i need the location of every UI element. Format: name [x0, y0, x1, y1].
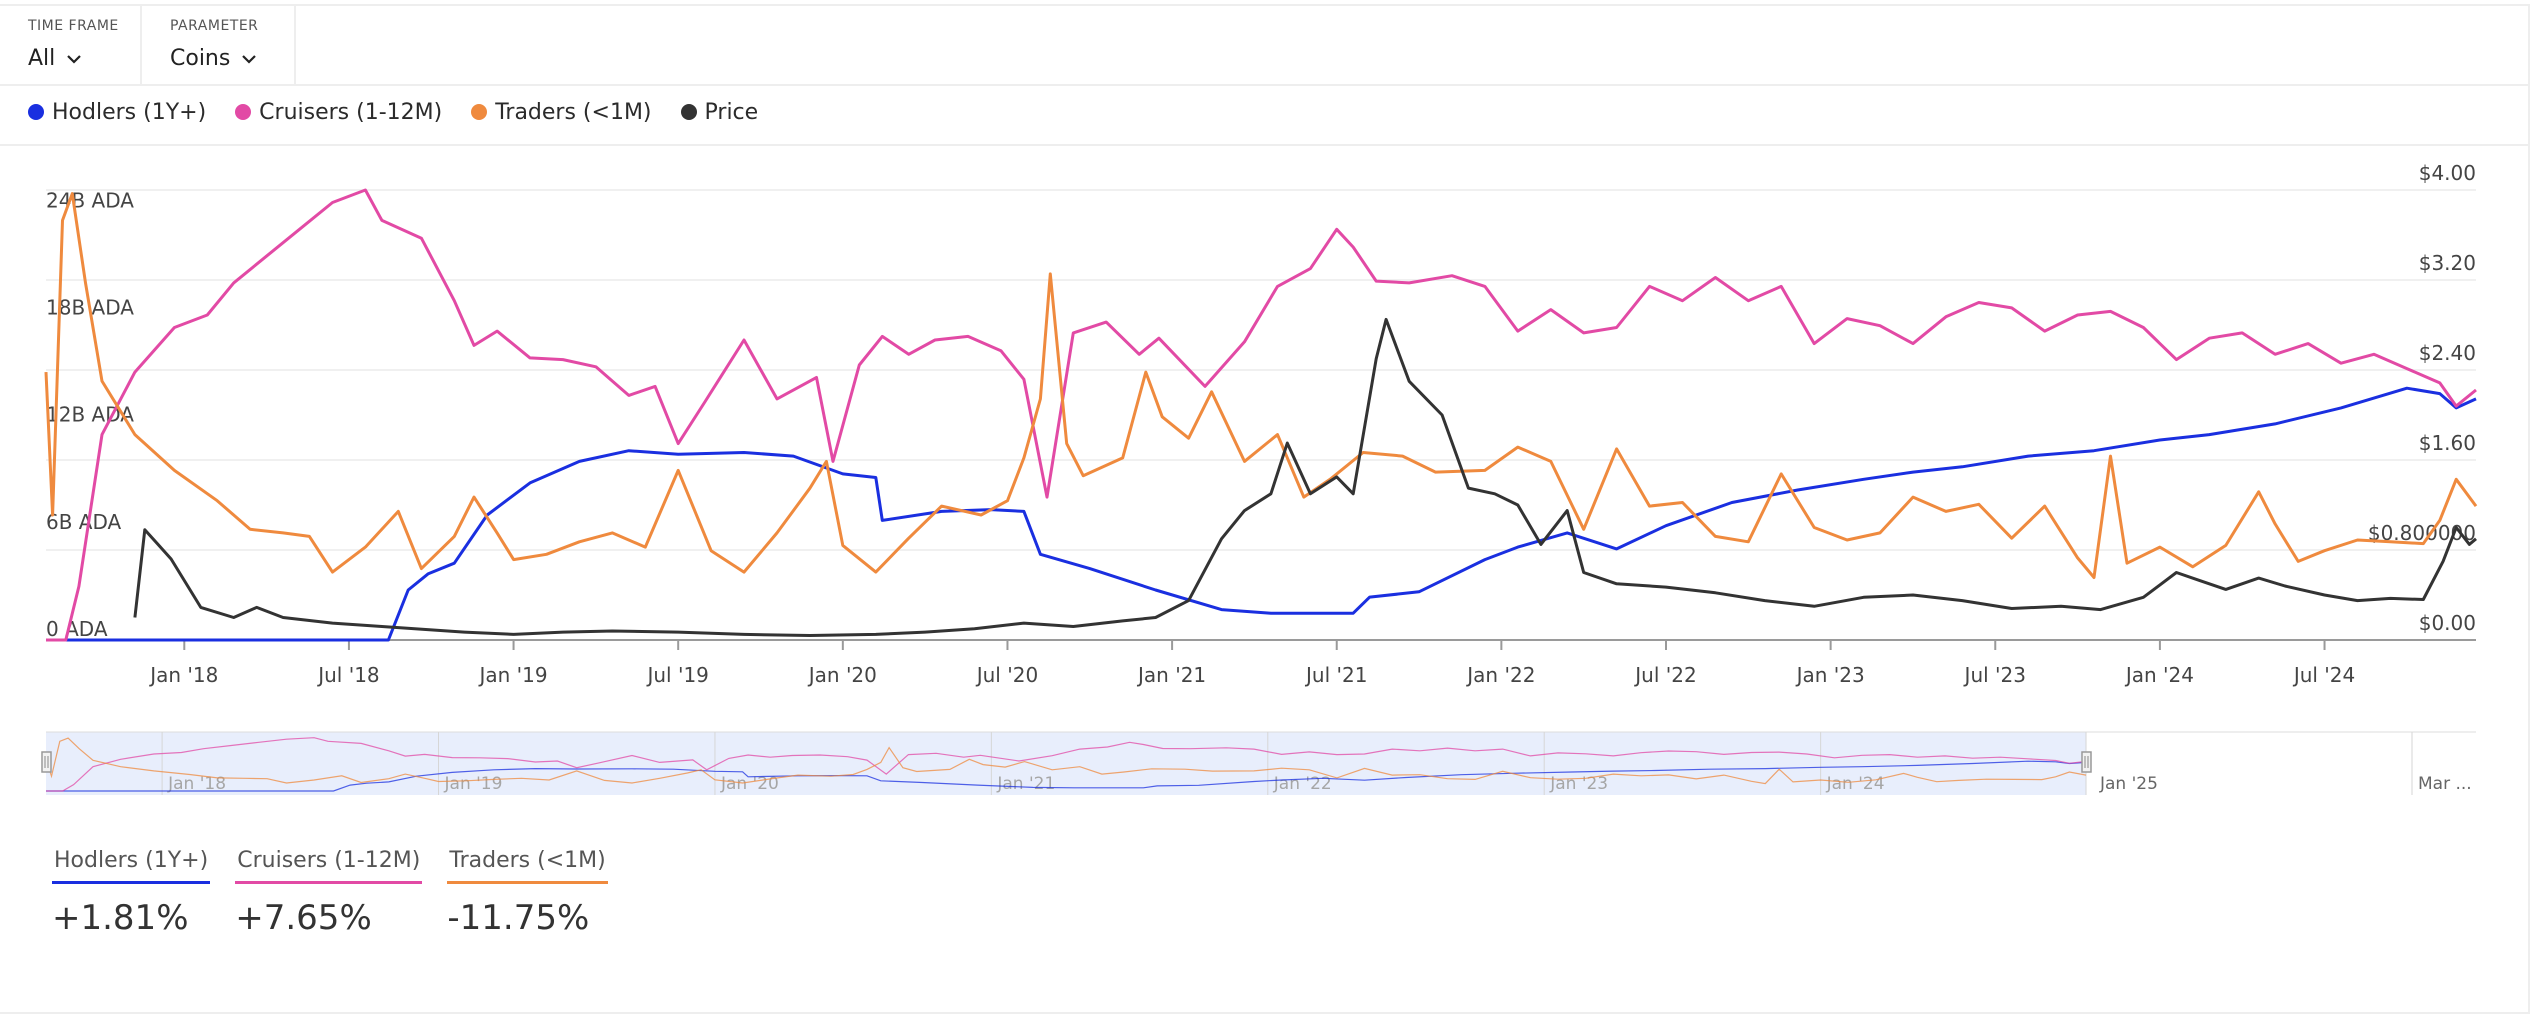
x-tick-label: Jul '18 [316, 663, 379, 687]
x-tick-label: Jul '24 [2292, 663, 2355, 687]
x-tick-label: Jan '20 [807, 663, 877, 687]
stat-value: -11.75% [447, 898, 590, 938]
toolbar: TIME FRAME All PARAMETER Coins [0, 4, 2528, 86]
legend-dot [28, 104, 44, 120]
series-line-traders [44, 192, 2478, 579]
right-divider [2528, 4, 2530, 1014]
legend-item-traders[interactable]: Traders (<1M) [471, 100, 652, 125]
y-left-tick-label: 12B ADA [46, 403, 134, 427]
navigator-tick-label: Jan '21 [996, 774, 1055, 794]
navigator-tick-label: Jan '19 [444, 774, 503, 794]
legend: Hodlers (1Y+) Cruisers (1-12M) Traders (… [28, 100, 780, 130]
parameter-label: PARAMETER [170, 18, 259, 34]
x-tick-label: Jan '18 [148, 663, 218, 687]
stat-name: Traders (<1M) [447, 848, 608, 884]
navigator-tick-label: Jan '20 [720, 774, 779, 794]
x-tick-label: Jul '23 [1963, 663, 2026, 687]
x-tick-label: Jan '23 [1795, 663, 1865, 687]
navigator-series-traders [45, 737, 2087, 785]
timeframe-label: TIME FRAME [28, 18, 119, 34]
y-right-tick-label: $0.00 [2419, 611, 2476, 635]
navigator-tick-label: Jan '23 [1549, 774, 1608, 794]
y-left-tick-label: 0 ADA [46, 617, 108, 641]
y-right-tick-label: $2.40 [2419, 341, 2476, 365]
parameter-value: Coins [170, 46, 231, 71]
y-left-tick-label: 6B ADA [46, 510, 122, 534]
stat-value: +7.65% [235, 898, 372, 938]
x-tick-label: Jan '19 [477, 663, 547, 687]
legend-item-hodlers[interactable]: Hodlers (1Y+) [28, 100, 206, 125]
bottom-divider [0, 1012, 2528, 1014]
parameter-dropdown[interactable]: Coins [170, 46, 257, 71]
legend-label: Hodlers (1Y+) [52, 100, 207, 125]
legend-item-price[interactable]: Price [680, 100, 759, 125]
navigator-tick-label: Mar ... [2418, 774, 2472, 794]
legend-label: Cruisers (1-12M) [259, 100, 443, 125]
legend-label: Traders (<1M) [495, 100, 652, 125]
legend-dot [680, 104, 697, 120]
legend-dot [235, 104, 252, 120]
x-tick-label: Jan '24 [2124, 663, 2194, 687]
stats-panel: Hodlers (1Y+) +1.81% Cruisers (1-12M) +7… [52, 848, 628, 938]
timeframe-value: All [28, 46, 56, 71]
navigator-series-hodlers [46, 760, 2087, 792]
navigator-tick-label: Jan '24 [1826, 774, 1885, 794]
stat-cruisers: Cruisers (1-12M) +7.65% [235, 848, 423, 938]
parameter-filter[interactable]: PARAMETER Coins [142, 6, 296, 84]
legend-label: Price [704, 100, 759, 125]
x-tick-label: Jan '22 [1465, 663, 1535, 687]
x-tick-label: Jul '20 [975, 663, 1038, 687]
series-line-cruisers [46, 188, 2477, 642]
y-left-tick-label: 24B ADA [46, 188, 134, 212]
x-tick-label: Jul '19 [645, 663, 708, 687]
chevron-down-icon [242, 55, 257, 64]
x-tick-label: Jan '21 [1136, 663, 1206, 687]
navigator-selection [46, 732, 2086, 795]
x-tick-label: Jul '21 [1304, 663, 1367, 687]
stat-traders: Traders (<1M) -11.75% [447, 848, 608, 938]
navigator-series-cruisers [46, 737, 2087, 792]
timeframe-dropdown[interactable]: All [28, 46, 82, 71]
stat-name: Cruisers (1-12M) [235, 848, 423, 884]
legend-dot [471, 104, 488, 120]
navigator-handle[interactable] [2081, 751, 2092, 773]
main-chart[interactable]: $0.00$0.800000$1.60$2.40$3.20$4.000 ADA6… [0, 150, 2528, 710]
legend-item-cruisers[interactable]: Cruisers (1-12M) [235, 100, 442, 125]
navigator-tick-label: Jan '22 [1273, 774, 1332, 794]
timeframe-filter[interactable]: TIME FRAME All [0, 6, 142, 84]
navigator-tick-label: Jan '18 [167, 774, 226, 794]
legend-divider [0, 144, 2528, 146]
x-tick-label: Jul '22 [1633, 663, 1696, 687]
navigator-tick-label: Jan '25 [2099, 774, 2158, 794]
y-right-tick-label: $4.00 [2419, 161, 2476, 185]
y-right-tick-label: $1.60 [2419, 431, 2476, 455]
stat-hodlers: Hodlers (1Y+) +1.81% [52, 848, 211, 938]
stat-name: Hodlers (1Y+) [52, 848, 211, 884]
y-right-tick-label: $3.20 [2419, 251, 2476, 275]
navigator-handle[interactable] [41, 751, 52, 773]
chevron-down-icon [67, 55, 82, 64]
range-navigator[interactable]: Jan '18 Jan '19 Jan '20 Jan '21 Jan '22 Jan '… [0, 720, 2528, 810]
series-line-price [133, 317, 2477, 637]
stat-value: +1.81% [52, 898, 189, 938]
series-line-hodlers [46, 386, 2477, 642]
